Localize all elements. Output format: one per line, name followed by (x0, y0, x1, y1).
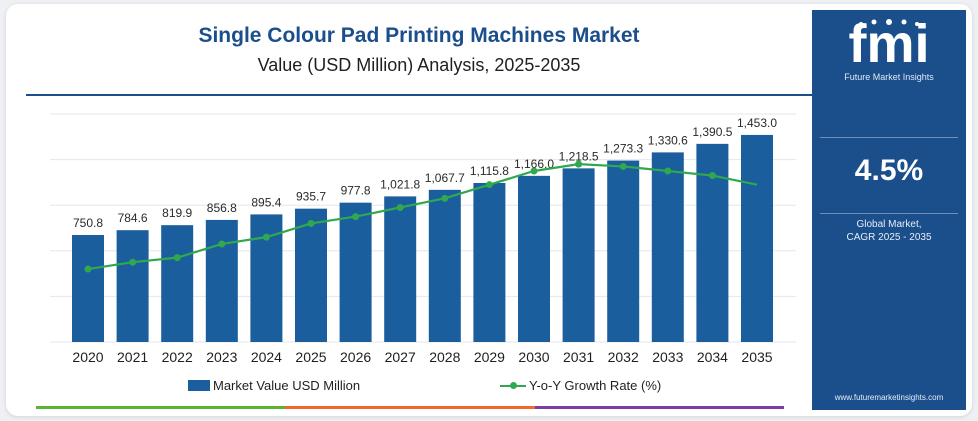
bar-line-chart: 750.8 2020 784.6 2021 819.9 2022 856.8 2023 895.… (50, 113, 796, 365)
x-tick-label: 2028 (429, 349, 460, 365)
chart-subtitle: Value (USD Million) Analysis, 2025-2035 (257, 55, 581, 75)
bar (741, 134, 773, 342)
fmi-logo: fmi (849, 16, 930, 68)
bar-value-label: 895.4 (251, 195, 281, 209)
website-link[interactable]: www.futuremarketinsights.com (834, 393, 944, 402)
sidebar-panel: fmi Future Market Insights 4.5% Global M… (812, 10, 966, 410)
growth-point (664, 167, 672, 175)
x-tick-label: 2025 (295, 349, 326, 365)
bar-value-label: 1,273.3 (603, 142, 643, 156)
x-tick-label: 2031 (563, 349, 594, 365)
growth-point (307, 219, 315, 227)
stripe-purple (534, 406, 784, 409)
bar-value-label: 819.9 (162, 206, 192, 220)
cagr-box: 4.5% (820, 137, 958, 214)
bar (339, 202, 372, 342)
bar (295, 208, 327, 342)
growth-point (173, 254, 181, 262)
growth-point (708, 172, 716, 180)
brand-name: Future Market Insights (844, 72, 934, 82)
cagr-label-line1: Global Market, (856, 219, 922, 230)
infographic-card: Single Colour Pad Printing Machines Mark… (6, 4, 972, 416)
x-tick-label: 2027 (385, 349, 416, 365)
bar (205, 219, 238, 342)
bar (651, 152, 684, 342)
bar-value-label: 1,115.8 (470, 164, 509, 178)
x-tick-label: 2020 (72, 349, 103, 365)
bar (384, 196, 417, 342)
cagr-value: 4.5% (854, 154, 924, 187)
bar (562, 168, 595, 342)
growth-point (396, 203, 404, 211)
bar-value-label: 1,218.5 (559, 149, 599, 163)
bar-value-label: 1,453.0 (737, 116, 777, 130)
bar-value-label: 1,067.7 (425, 171, 465, 185)
x-tick-label: 2022 (162, 349, 193, 365)
cagr-label-line2: CAGR 2025 - 2035 (846, 232, 932, 243)
bar-value-label: 1,390.5 (692, 125, 732, 139)
bar (161, 225, 194, 342)
bar (116, 230, 149, 342)
bar (428, 189, 461, 342)
chart-area: Single Colour Pad Printing Machines Mark… (26, 12, 812, 410)
x-tick-label: 2035 (741, 349, 772, 365)
bar (72, 235, 104, 342)
stripe-green (36, 406, 286, 409)
bar (607, 160, 640, 342)
x-tick-label: 2026 (340, 349, 371, 365)
title-divider (26, 94, 812, 96)
legend-swatch-line (500, 380, 526, 391)
x-tick-label: 2021 (117, 349, 148, 365)
bar (518, 175, 550, 342)
bar-value-label: 750.8 (73, 216, 103, 230)
x-tick-label: 2023 (206, 349, 237, 365)
growth-point (575, 160, 583, 168)
bar (473, 182, 506, 342)
bar-value-label: 1,166.0 (514, 157, 554, 171)
legend-item-market-value: Market Value USD Million (188, 378, 360, 393)
growth-point (619, 162, 627, 170)
growth-point (352, 213, 360, 221)
legend-label-growth-rate: Y-o-Y Growth Rate (%) (529, 378, 662, 393)
chart-title: Single Colour Pad Printing Machines Mark… (198, 24, 640, 47)
color-stripes (36, 406, 784, 409)
growth-point (441, 194, 449, 202)
x-tick-label: 2033 (652, 349, 683, 365)
bar-value-label: 935.7 (296, 190, 326, 204)
stripe-orange (285, 406, 535, 409)
bar-value-label: 784.6 (118, 211, 148, 225)
growth-point (84, 265, 92, 273)
growth-point (262, 233, 270, 241)
x-tick-label: 2034 (697, 349, 728, 365)
x-tick-label: 2032 (608, 349, 639, 365)
growth-point (485, 181, 493, 189)
bar-value-label: 856.8 (207, 201, 237, 215)
growth-point (218, 240, 226, 248)
legend-swatch-bar (188, 380, 210, 391)
bar-value-label: 1,021.8 (380, 177, 420, 191)
bar-value-label: 1,330.6 (648, 133, 688, 147)
growth-line (87, 163, 758, 271)
growth-point (530, 167, 538, 175)
legend-item-growth-rate: Y-o-Y Growth Rate (%) (500, 378, 661, 393)
growth-point (129, 258, 137, 266)
bar-value-label: 977.8 (341, 184, 371, 198)
x-tick-label: 2030 (518, 349, 549, 365)
legend-label-market-value: Market Value USD Million (213, 378, 361, 393)
chart-legend: Market Value USD Million Y-o-Y Growth Ra… (26, 378, 812, 398)
x-tick-label: 2029 (474, 349, 505, 365)
x-tick-label: 2024 (251, 349, 282, 365)
